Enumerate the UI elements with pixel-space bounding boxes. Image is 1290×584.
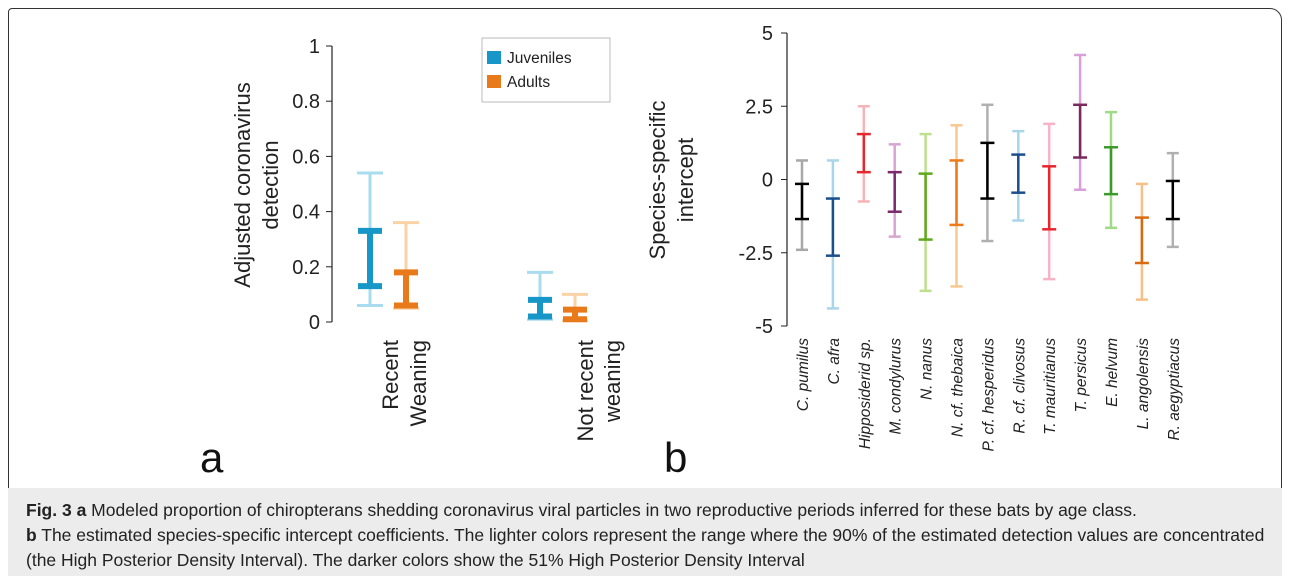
group-label-a: Recent (378, 340, 403, 410)
y-axis-label-line: detection (258, 140, 283, 229)
x-category-label: E. helvum (1104, 338, 1121, 407)
group-label-a: Not recent (573, 340, 598, 442)
legend-swatch-adults (487, 75, 501, 88)
x-category-label: R. aegyptiacus (1166, 338, 1183, 441)
legend-swatch-juveniles (487, 51, 501, 64)
caption-letter-a: a (76, 500, 87, 520)
caption-letter-b: b (26, 525, 37, 545)
x-category-label: N. cf. thebaica (950, 338, 967, 437)
x-category-label: N. nanus (919, 338, 936, 400)
x-category-label: L. angolensis (1135, 338, 1152, 430)
panel-a: 0 0.2 0.4 0.6 0.8 1 Adjusted coronavirus detect… (200, 36, 625, 481)
x-category-label: T. mauritianus (1042, 338, 1059, 435)
figure-caption: Fig. 3 a Modeled proportion of chiropter… (8, 488, 1282, 576)
caption-text-b: The estimated species-specific intercept… (26, 525, 1265, 570)
caption-text-a: Modeled proportion of chiropterans shedd… (86, 500, 1137, 520)
legend-label-adults: Adults (507, 74, 550, 91)
y-tick-label-b: -5 (755, 316, 773, 338)
group-label-a: Weaning (406, 340, 431, 426)
x-category-label: P. cf. hesperidus (980, 338, 997, 452)
caption-fig-label: Fig. 3 (26, 500, 72, 520)
y-axis-label-a: Adjusted coronavirus detection (230, 82, 283, 287)
legend-label-juveniles: Juveniles (507, 50, 572, 67)
y-tick-label-b: 2.5 (745, 96, 773, 118)
x-category-label: M. condylurus (888, 338, 905, 435)
x-category-label: C. afra (826, 338, 843, 385)
panel-letter-b: b (664, 434, 687, 481)
y-tick-label-b: 5 (762, 23, 773, 45)
legend-box (481, 37, 611, 103)
x-category-label: R. cf. clivosus (1011, 338, 1028, 434)
y-tick-label-a: 1 (309, 36, 320, 58)
y-tick-label-a: 0 (309, 312, 320, 334)
y-axis-label-line: Adjusted coronavirus (230, 82, 255, 287)
y-tick-label-b: 0 (762, 170, 773, 192)
group-label-a: weaning (600, 340, 625, 423)
y-axis-label-line: intercept (673, 138, 698, 222)
y-tick-label-a: 0.8 (292, 91, 320, 113)
y-tick-label-a: 0.6 (292, 146, 320, 168)
panel-b: -5 -2.5 0 2.5 5 Species-specific intercept C. p… (645, 23, 1183, 481)
x-category-label: T. persicus (1073, 338, 1090, 413)
x-category-label: Hipposiderid sp. (857, 338, 874, 449)
y-tick-label-a: 0.2 (292, 257, 320, 279)
panel-letter-a: a (200, 434, 224, 481)
y-tick-label-b: -2.5 (739, 243, 773, 265)
x-category-label: C. pumilus (795, 338, 812, 411)
y-axis-label-b: Species-specific intercept (645, 101, 698, 260)
y-tick-label-a: 0.4 (292, 202, 320, 224)
y-axis-label-line: Species-specific (645, 101, 670, 260)
